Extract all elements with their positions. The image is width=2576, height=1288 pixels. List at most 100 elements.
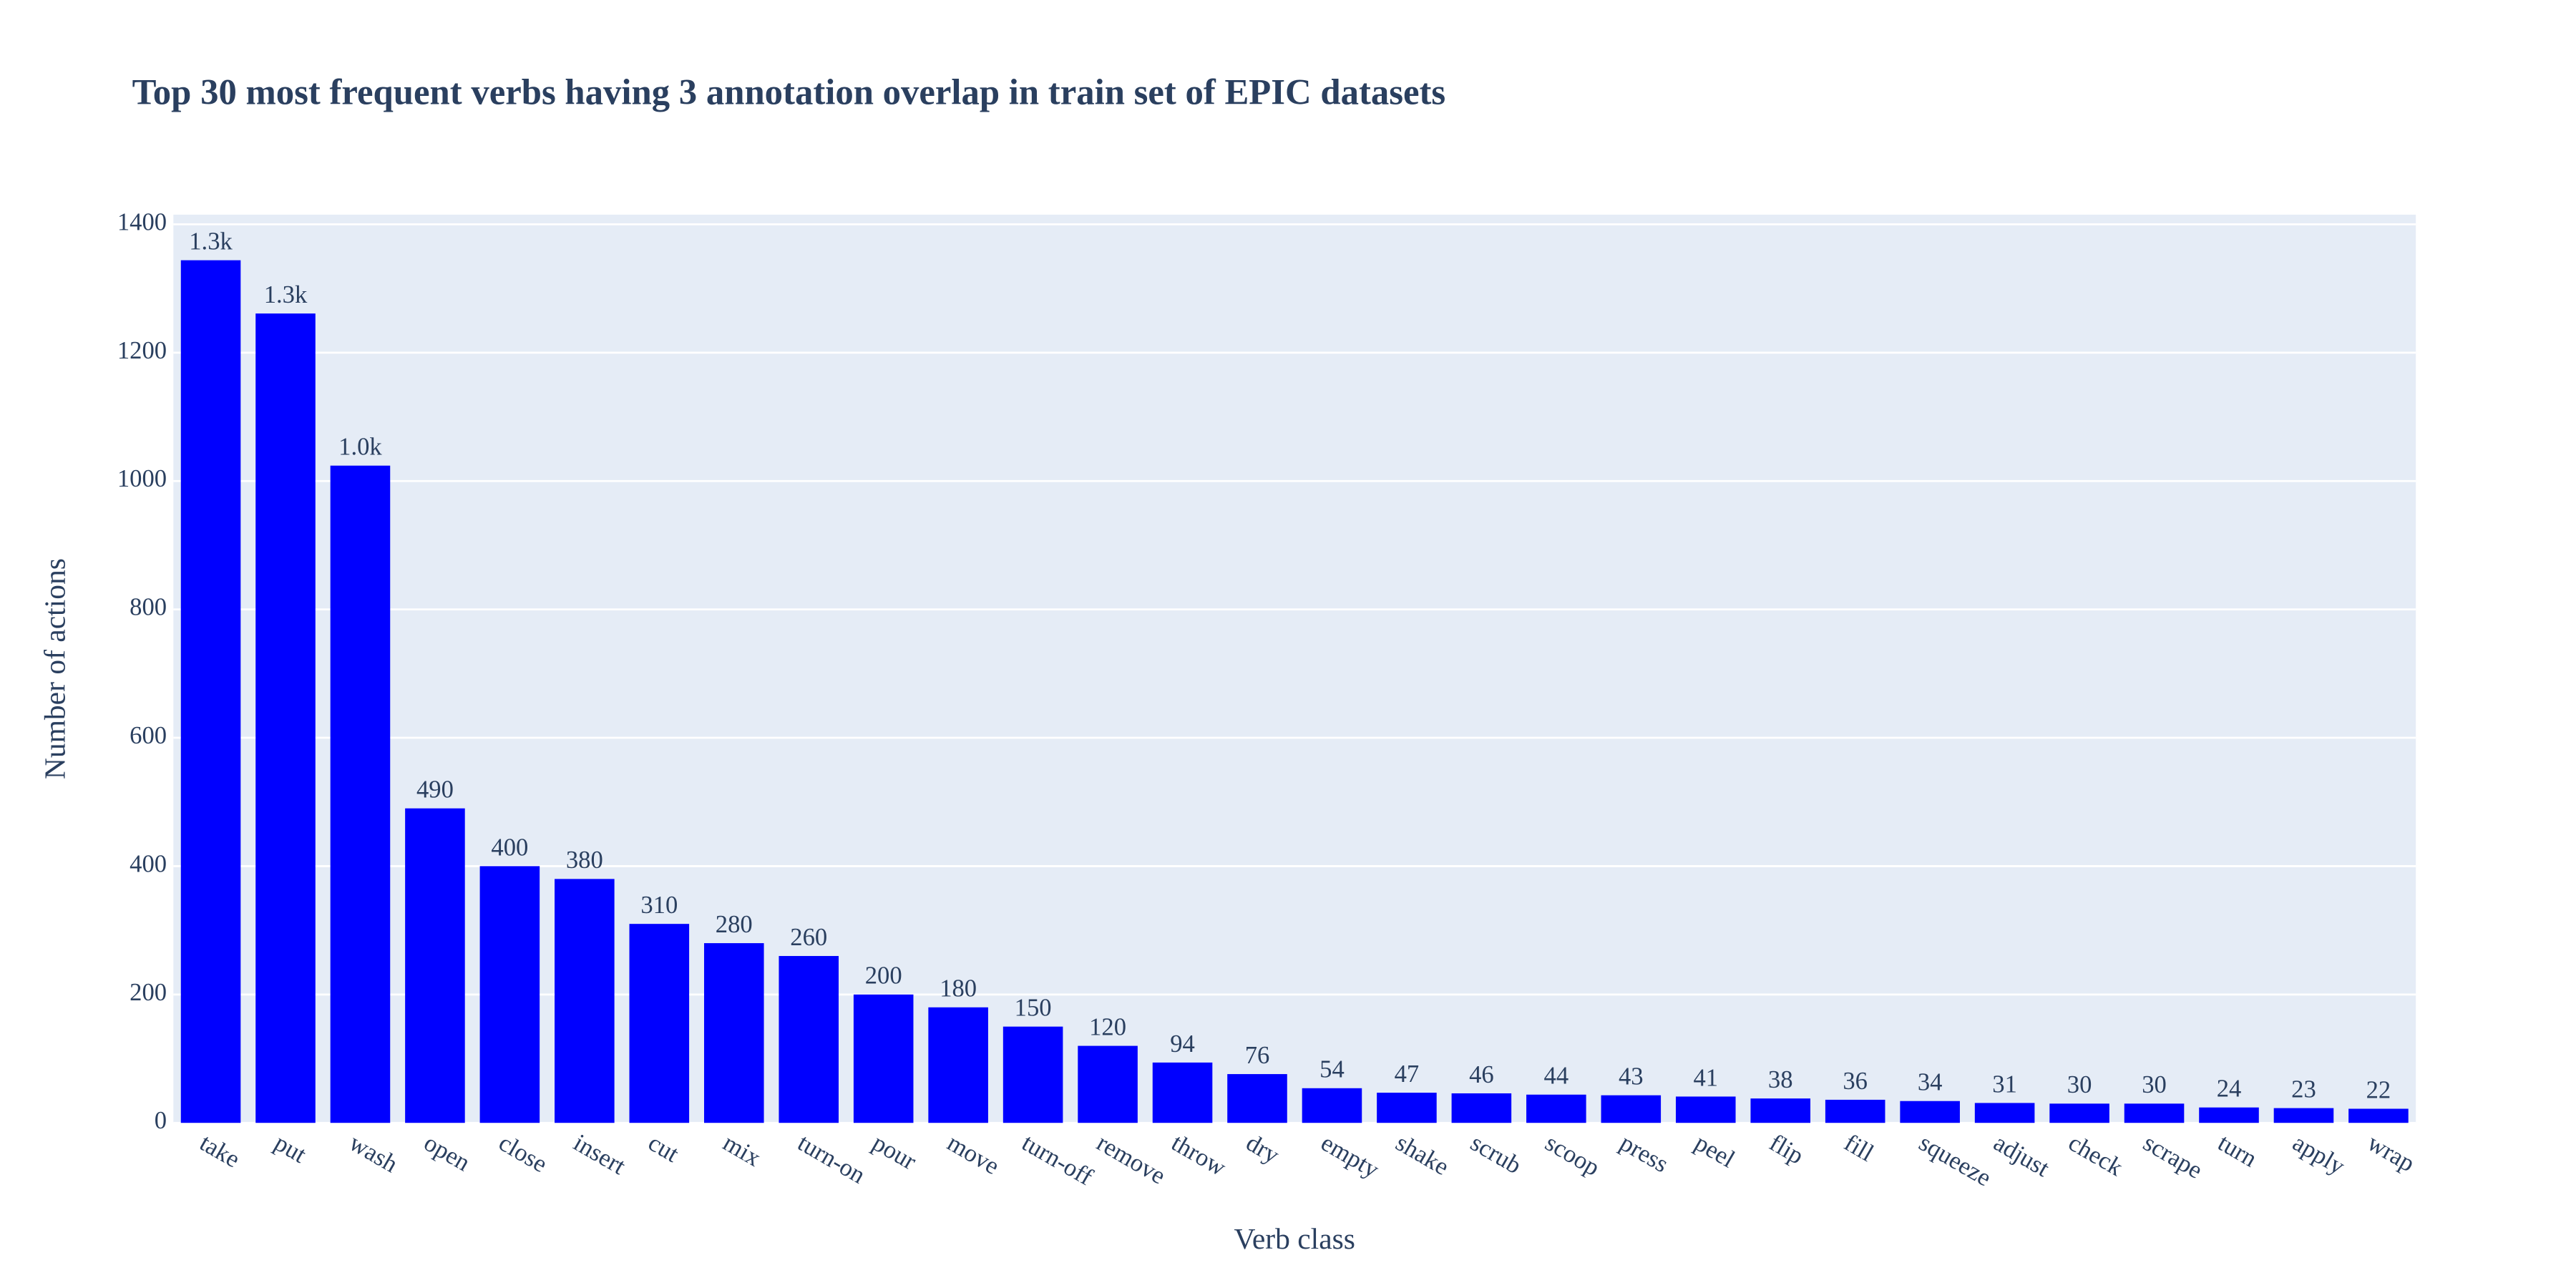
- value-label: 76: [1245, 1042, 1270, 1069]
- y-tick-label: 600: [130, 722, 167, 749]
- x-axis-title: Verb class: [1234, 1222, 1355, 1255]
- bar: [555, 879, 615, 1123]
- bar: [1302, 1088, 1362, 1123]
- x-tick-label: turn: [2213, 1129, 2261, 1173]
- bar: [703, 943, 764, 1123]
- value-label: 38: [1768, 1066, 1793, 1093]
- x-tick-label: wash: [345, 1129, 403, 1178]
- bar: [1974, 1103, 2035, 1123]
- x-tick-label: turn-on: [793, 1129, 869, 1189]
- value-label: 1.3k: [189, 228, 233, 255]
- plot-area: [173, 215, 2416, 1123]
- bar: [1377, 1093, 1437, 1123]
- value-label: 30: [2067, 1071, 2092, 1098]
- x-tick-label: scrub: [1466, 1129, 1526, 1179]
- x-tick-label: fill: [1840, 1129, 1878, 1167]
- bar: [180, 260, 241, 1123]
- value-label: 490: [416, 776, 454, 804]
- value-label: 200: [865, 962, 902, 990]
- value-label: 22: [2366, 1076, 2391, 1103]
- y-tick-label: 0: [155, 1107, 167, 1134]
- bar: [1078, 1045, 1138, 1123]
- value-label: 41: [1693, 1064, 1718, 1091]
- bar: [1825, 1099, 1885, 1123]
- value-label: 31: [1992, 1070, 2017, 1098]
- x-tick-label: apply: [2288, 1129, 2350, 1181]
- x-tick-label: adjust: [1989, 1129, 2054, 1182]
- value-label: 260: [790, 924, 827, 951]
- bar: [2049, 1103, 2109, 1123]
- x-tick-label: pour: [868, 1129, 921, 1176]
- value-label: 280: [716, 911, 753, 938]
- value-label: 47: [1395, 1060, 1420, 1088]
- bar: [779, 956, 839, 1123]
- value-label: 380: [566, 847, 603, 874]
- bar: [1750, 1098, 1811, 1123]
- x-tick-label: scrape: [2139, 1129, 2207, 1184]
- x-tick-label: press: [1615, 1129, 1673, 1178]
- value-label: 1.0k: [338, 434, 382, 461]
- x-tick-label: open: [419, 1129, 474, 1177]
- x-tick-label: cut: [643, 1129, 683, 1168]
- x-tick-label: squeeze: [1914, 1129, 1996, 1192]
- x-tick-label: move: [942, 1129, 1004, 1180]
- value-label: 180: [940, 975, 977, 1002]
- bar: [1526, 1094, 1586, 1123]
- x-tick-label: turn-off: [1018, 1129, 1098, 1191]
- x-tick-label: empty: [1317, 1129, 1385, 1184]
- y-tick-label: 1200: [117, 337, 167, 364]
- x-tick-label: remove: [1092, 1129, 1170, 1190]
- value-label: 36: [1843, 1068, 1868, 1095]
- bar: [2273, 1108, 2334, 1123]
- y-axis-title: Number of actions: [38, 558, 71, 779]
- bar: [2124, 1103, 2185, 1123]
- bar: [629, 924, 690, 1123]
- x-tick-label: wrap: [2363, 1129, 2419, 1178]
- bar: [2199, 1107, 2259, 1123]
- bar: [928, 1007, 988, 1123]
- bar: [1227, 1074, 1287, 1123]
- x-tick-label: throw: [1167, 1129, 1231, 1181]
- x-tick-label: peel: [1690, 1129, 1740, 1174]
- bar: [1900, 1101, 1960, 1123]
- bar: [853, 994, 914, 1123]
- value-label: 94: [1170, 1030, 1195, 1058]
- x-tick-label: flip: [1765, 1129, 1808, 1170]
- x-tick-label: shake: [1391, 1129, 1453, 1181]
- value-label: 44: [1544, 1063, 1569, 1090]
- bar: [2348, 1108, 2409, 1123]
- x-tick-label: mix: [718, 1129, 766, 1172]
- bar: [479, 866, 540, 1123]
- value-label: 34: [1918, 1069, 1943, 1096]
- value-label: 54: [1319, 1056, 1345, 1083]
- bar: [1152, 1062, 1213, 1123]
- value-label: 150: [1015, 995, 1052, 1022]
- y-tick-label: 1400: [117, 208, 167, 235]
- x-tick-label: put: [270, 1129, 311, 1169]
- x-tick-label: take: [195, 1129, 245, 1174]
- y-tick-label: 400: [130, 850, 167, 877]
- value-label: 30: [2142, 1071, 2167, 1098]
- value-label: 120: [1089, 1013, 1126, 1040]
- y-tick-label: 800: [130, 594, 167, 621]
- value-label: 310: [640, 892, 678, 919]
- bar: [255, 313, 316, 1123]
- value-label: 400: [491, 834, 528, 861]
- y-tick-label: 1000: [117, 465, 167, 492]
- y-tick-label: 200: [130, 979, 167, 1006]
- x-tick-label: close: [494, 1129, 552, 1178]
- x-tick-label: insert: [569, 1129, 630, 1181]
- value-label: 46: [1469, 1061, 1494, 1088]
- x-tick-label: check: [2064, 1129, 2127, 1182]
- x-tick-label: scoop: [1541, 1129, 1604, 1181]
- value-label: 23: [2291, 1075, 2316, 1103]
- bar: [1675, 1096, 1736, 1123]
- bar: [405, 808, 465, 1123]
- value-label: 43: [1619, 1063, 1644, 1091]
- chart-title: Top 30 most frequent verbs having 3 anno…: [132, 72, 1446, 112]
- bar: [1601, 1095, 1662, 1123]
- bar: [1002, 1026, 1063, 1123]
- bar: [1451, 1093, 1512, 1123]
